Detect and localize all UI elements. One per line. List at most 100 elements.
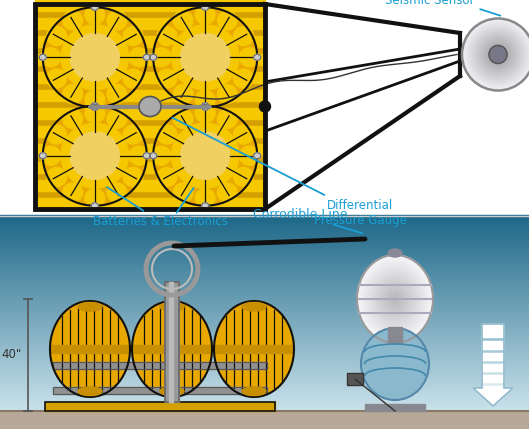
Bar	[45, 402, 275, 411]
Ellipse shape	[364, 263, 426, 335]
Bar	[0, 368, 529, 370]
Ellipse shape	[387, 290, 403, 308]
Ellipse shape	[43, 7, 147, 107]
Bar	[0, 222, 529, 225]
Circle shape	[476, 33, 520, 76]
Bar	[0, 251, 529, 253]
Ellipse shape	[173, 109, 193, 128]
Circle shape	[462, 18, 529, 91]
Ellipse shape	[157, 125, 177, 144]
Bar	[0, 424, 529, 427]
Bar	[51, 345, 129, 353]
Bar	[0, 373, 529, 376]
Ellipse shape	[157, 27, 177, 45]
Text: 40": 40"	[2, 348, 22, 362]
Bar	[0, 334, 529, 337]
Bar	[0, 304, 529, 307]
Ellipse shape	[386, 289, 404, 309]
Bar	[35, 108, 265, 119]
Bar	[0, 309, 529, 312]
Text: Differential
Pressure Gauge: Differential Pressure Gauge	[172, 118, 406, 227]
Bar	[0, 288, 529, 290]
Ellipse shape	[214, 301, 294, 397]
Bar	[53, 362, 267, 369]
Ellipse shape	[129, 48, 149, 67]
Bar	[0, 286, 529, 289]
Circle shape	[471, 27, 525, 82]
Bar	[0, 350, 529, 353]
Bar	[0, 405, 529, 408]
Bar	[0, 224, 529, 227]
Ellipse shape	[123, 69, 143, 88]
Circle shape	[470, 27, 526, 82]
Bar	[0, 0, 529, 216]
Bar	[0, 417, 529, 420]
Ellipse shape	[195, 5, 215, 24]
Circle shape	[260, 101, 270, 112]
Bar	[0, 329, 529, 331]
Text: Batteries & Electronics: Batteries & Electronics	[93, 187, 227, 228]
Ellipse shape	[388, 291, 402, 307]
Circle shape	[477, 33, 519, 76]
Ellipse shape	[380, 281, 410, 316]
Circle shape	[486, 42, 510, 66]
Ellipse shape	[129, 146, 149, 165]
Bar	[53, 362, 267, 369]
Ellipse shape	[143, 153, 150, 159]
Ellipse shape	[369, 269, 421, 329]
Ellipse shape	[357, 255, 433, 343]
Circle shape	[479, 36, 517, 73]
Ellipse shape	[39, 54, 47, 60]
Bar	[0, 266, 529, 269]
Ellipse shape	[61, 123, 129, 188]
Circle shape	[485, 42, 511, 67]
Bar	[35, 54, 265, 65]
Bar	[0, 360, 529, 363]
Ellipse shape	[123, 167, 143, 187]
Ellipse shape	[202, 202, 209, 208]
Bar	[0, 408, 529, 411]
Bar	[0, 226, 529, 228]
Bar	[0, 314, 529, 317]
Ellipse shape	[132, 301, 212, 397]
Ellipse shape	[107, 109, 127, 128]
Bar	[35, 126, 265, 137]
Bar	[0, 254, 529, 257]
Ellipse shape	[234, 69, 253, 88]
Bar	[169, 282, 173, 402]
Ellipse shape	[384, 286, 406, 312]
Ellipse shape	[63, 11, 83, 30]
Ellipse shape	[195, 90, 215, 109]
Bar	[0, 339, 529, 342]
Circle shape	[494, 51, 502, 58]
Bar	[0, 380, 529, 383]
Ellipse shape	[70, 33, 120, 81]
Ellipse shape	[173, 85, 193, 104]
Bar	[0, 296, 529, 299]
Ellipse shape	[153, 106, 257, 205]
Bar	[0, 389, 529, 392]
Bar	[133, 345, 211, 353]
Bar	[0, 416, 529, 418]
Bar	[0, 402, 529, 404]
Ellipse shape	[234, 125, 253, 144]
Bar	[0, 426, 529, 429]
Ellipse shape	[195, 104, 215, 123]
Ellipse shape	[47, 167, 67, 187]
Ellipse shape	[382, 284, 408, 314]
Circle shape	[475, 31, 521, 78]
Bar	[0, 371, 529, 374]
Ellipse shape	[123, 27, 143, 45]
Ellipse shape	[234, 27, 253, 45]
Ellipse shape	[254, 54, 261, 60]
Bar	[0, 249, 529, 251]
Bar	[0, 307, 529, 310]
Bar	[0, 378, 529, 381]
Bar	[0, 311, 529, 314]
Ellipse shape	[202, 104, 209, 110]
Bar	[0, 412, 529, 415]
Bar	[0, 233, 529, 236]
Bar	[0, 284, 529, 287]
Bar	[0, 393, 529, 395]
Circle shape	[465, 21, 529, 88]
